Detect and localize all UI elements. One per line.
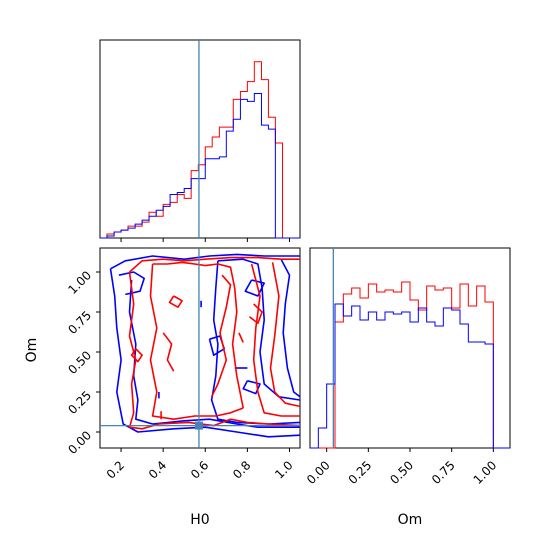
contour-line-red	[238, 332, 244, 343]
contour-line-red	[250, 263, 300, 417]
histogram-h0-ticks	[120, 238, 290, 242]
histogram-om-x-tick-label: 0.25	[346, 458, 375, 487]
contour-lines	[109, 253, 300, 438]
histogram-om-step-blue	[310, 303, 510, 449]
histogram-om-x-ticks: 0.00 0.25 0.50 0.75 1.00	[304, 448, 499, 487]
contour-y-tick-label: 0.25	[65, 388, 94, 417]
histogram-om-step-red	[310, 281, 510, 449]
contour-line-red	[152, 261, 244, 409]
contour-line-red	[149, 263, 244, 421]
x-axis-label-om: Om	[398, 512, 423, 528]
contour-x-tick-label: 0.6	[188, 458, 211, 481]
contour-line-blue	[280, 258, 300, 398]
histogram-h0-series	[100, 40, 300, 239]
contour-y-ticks: 0.00 0.25 0.50 0.75 1.00	[65, 268, 100, 457]
contour-line-red	[128, 256, 300, 273]
contour-line-blue	[242, 380, 261, 395]
histogram-h0-step-blue	[100, 92, 300, 239]
y-axis-label-om: Om	[24, 338, 40, 363]
histogram-om-x-tick-label: 0.00	[304, 458, 333, 487]
contour-line-red	[269, 262, 300, 408]
contour-line-blue	[118, 271, 145, 296]
histogram-om-x-tick-label: 1.00	[471, 458, 500, 487]
contour-h0-om-panel: 0.2 0.4 0.6 0.8 1.0 0.000.250.500.751.00 H0 …	[24, 247, 301, 528]
contour-line-red	[168, 295, 183, 309]
contour-line-red	[162, 332, 175, 372]
contour-line-blue	[110, 253, 300, 270]
histogram-om-x-tick-label: 0.50	[387, 458, 416, 487]
contour-line-red	[130, 348, 143, 363]
contour-y-tick-label: 0.50	[65, 348, 94, 377]
histogram-h0-panel	[99, 39, 301, 242]
contour-x-tick-label: 0.8	[230, 458, 253, 481]
contour-x-ticks: 0.2 0.4 0.6 0.8 1.0	[104, 448, 296, 482]
contour-line-blue	[128, 279, 300, 429]
contour-line-red	[128, 271, 300, 430]
contour-x-tick-label: 0.2	[104, 458, 127, 481]
histogram-om-panel: 0.00 0.25 0.50 0.75 1.00 Om	[304, 247, 511, 528]
truth-marker	[194, 421, 203, 430]
histogram-om-frame	[309, 247, 511, 449]
contour-line-blue	[244, 279, 266, 297]
histogram-om-series	[310, 248, 510, 449]
contour-x-tick-label: 0.4	[146, 458, 169, 481]
contour-y-tick-label: 0.00	[65, 428, 94, 457]
contour-line-red	[210, 274, 232, 398]
histogram-h0-frame	[99, 39, 301, 239]
contour-y-tick-label: 0.75	[65, 308, 94, 337]
histogram-om-x-tick-label: 0.75	[429, 458, 458, 487]
x-axis-label-h0: H0	[190, 512, 209, 528]
contour-y-tick-label: 1.00	[65, 268, 94, 297]
contour-line-blue	[217, 258, 300, 401]
contour-x-tick-label: 1.0	[272, 458, 295, 481]
truth-markers	[100, 248, 300, 448]
contour-line-red	[249, 303, 263, 325]
